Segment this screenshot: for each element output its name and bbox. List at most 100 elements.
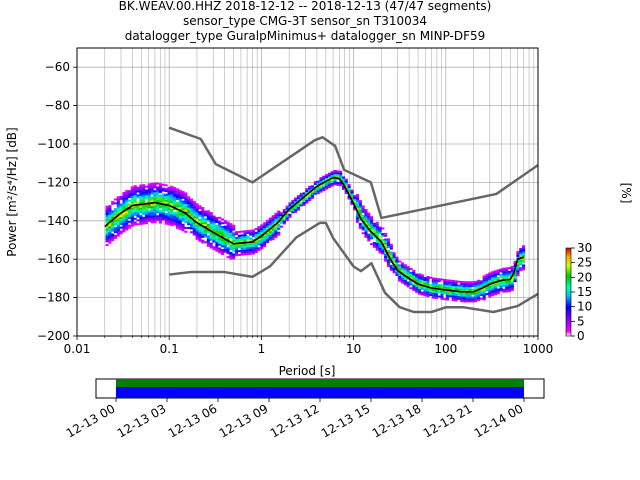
psd-cell (491, 294, 495, 297)
psd-cell (294, 197, 298, 200)
psd-cell (170, 189, 174, 192)
psd-cell (395, 266, 399, 269)
psd-cell (386, 261, 391, 264)
psd-cell (437, 283, 441, 286)
psd-cell (280, 219, 284, 222)
psd-cell (195, 224, 199, 227)
psd-cell (319, 190, 323, 193)
psd-cell (395, 273, 399, 276)
psd-cell (153, 184, 157, 187)
psd-cell (147, 206, 151, 209)
psd-cell (184, 215, 188, 218)
psd-cell (105, 228, 109, 231)
psd-cell (412, 275, 416, 278)
psd-cell (468, 287, 472, 289)
psd-cell (485, 277, 489, 280)
psd-cell (204, 231, 208, 234)
noise-model-low (169, 221, 539, 314)
psd-cell (142, 197, 146, 200)
psd-cell (111, 235, 115, 238)
psd-cell (187, 221, 191, 224)
psd-cell (502, 271, 506, 274)
psd-cell (406, 270, 410, 272)
psd-cell (220, 241, 225, 244)
psd-cell (178, 228, 182, 231)
psd-cell (457, 286, 461, 289)
psd-cell (510, 269, 514, 272)
psd-cell (263, 245, 267, 248)
psd-cell (122, 222, 126, 225)
psd-cell (507, 286, 512, 289)
psd-cell (147, 217, 151, 220)
psd-cell (370, 237, 374, 240)
psd-cell (119, 213, 123, 216)
psd-cell (119, 226, 123, 229)
psd-cell (522, 260, 526, 263)
psd-cell (502, 290, 506, 293)
psd-cell (505, 267, 509, 270)
psd-cell (403, 283, 407, 286)
psd-cell (358, 211, 362, 214)
psd-cell (220, 227, 225, 230)
psd-cell (181, 204, 185, 207)
psd-cell (271, 228, 275, 231)
psd-cell (212, 232, 216, 235)
psd-cell (426, 291, 430, 294)
psd-cell (201, 228, 205, 231)
psd-cell (153, 199, 157, 202)
psd-cell (108, 212, 112, 215)
psd-cell (232, 257, 236, 260)
psd-cell (412, 271, 416, 274)
psd-cell (353, 202, 357, 205)
psd-cell (187, 200, 191, 203)
psd-cell (130, 207, 134, 210)
psd-cell (156, 182, 160, 185)
psd-cell (372, 245, 376, 248)
psd-cell (353, 200, 357, 203)
psd-cell (251, 235, 255, 238)
psd-cell (209, 227, 213, 230)
psd-cell (240, 240, 244, 243)
psd-cell (462, 287, 467, 289)
psd-cell (122, 216, 126, 219)
psd-cell (136, 196, 140, 199)
psd-cell (170, 214, 174, 217)
psd-cell (234, 236, 239, 239)
psd-cell (226, 221, 230, 224)
psd-cell (125, 218, 129, 221)
psd-cell (302, 200, 306, 203)
psd-cell (488, 295, 492, 298)
psd-cell (257, 241, 261, 244)
psd-cell (457, 294, 461, 297)
psd-cell (429, 292, 433, 295)
psd-cell (147, 210, 151, 213)
psd-cell (150, 207, 154, 210)
psd-cell (108, 205, 112, 208)
psd-cell (384, 253, 388, 256)
psd-cell (392, 271, 396, 274)
psd-cell (364, 220, 368, 223)
psd-cell (482, 296, 486, 299)
psd-cell (462, 288, 467, 291)
psd-cell (133, 206, 137, 209)
psd-cell (355, 217, 360, 220)
psd-cell (133, 190, 137, 193)
psd-cell (465, 298, 469, 301)
psd-cell (263, 226, 267, 229)
psd-cell (403, 268, 407, 271)
psd-cell (178, 205, 182, 208)
psd-cell (249, 243, 253, 246)
psd-cell (505, 282, 509, 285)
psd-cell (206, 223, 210, 226)
psd-cell (364, 212, 368, 215)
psd-cell (510, 271, 514, 274)
mean-curve (104, 176, 524, 293)
psd-cell (105, 238, 109, 241)
psd-cell (113, 231, 118, 234)
timeline-tick-label: 12-13 18 (370, 401, 424, 440)
psd-cell (158, 206, 163, 209)
psd-cell (128, 193, 132, 196)
psd-cell (232, 228, 236, 231)
psd-cell (232, 238, 236, 241)
psd-cell (130, 195, 134, 198)
